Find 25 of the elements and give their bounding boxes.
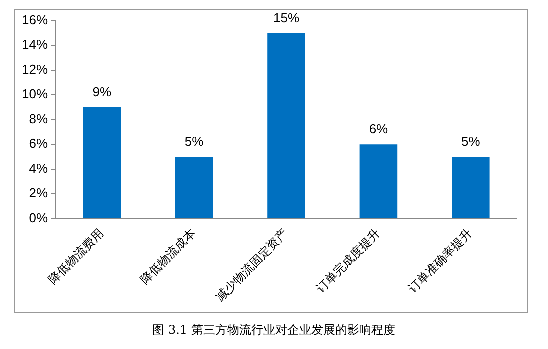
data-label: 15% — [273, 10, 300, 26]
x-tick-label: 减少物流固定资产 — [213, 226, 291, 304]
caption: 图 3.1 第三方物流行业对企业发展的影响程度 — [152, 322, 396, 339]
y-tick-label: 6% — [29, 136, 48, 152]
y-tick-label: 12% — [22, 62, 48, 77]
bar — [268, 33, 306, 218]
data-label: 5% — [462, 134, 481, 150]
bar — [83, 107, 122, 218]
y-tick-label: 0% — [29, 210, 48, 226]
x-tick-label: 订单准确率提升 — [406, 226, 476, 296]
x-tick-label: 订单完成度提升 — [314, 226, 384, 296]
y-tick-label: 14% — [22, 37, 48, 52]
data-label: 9% — [92, 84, 112, 100]
bar — [360, 144, 398, 218]
y-tick-label: 2% — [29, 186, 48, 201]
x-tick-label: 降低物流成本 — [138, 226, 199, 288]
data-label: 5% — [184, 134, 204, 150]
data-label: 6% — [369, 122, 389, 137]
x-tick-label: 降低物流费用 — [46, 226, 106, 288]
y-tick-label: 4% — [29, 160, 48, 176]
bar — [452, 157, 490, 218]
y-tick-label: 10% — [22, 86, 48, 102]
bar — [175, 157, 214, 218]
y-tick-label: 16% — [22, 12, 48, 28]
y-tick-label: 8% — [29, 111, 48, 126]
